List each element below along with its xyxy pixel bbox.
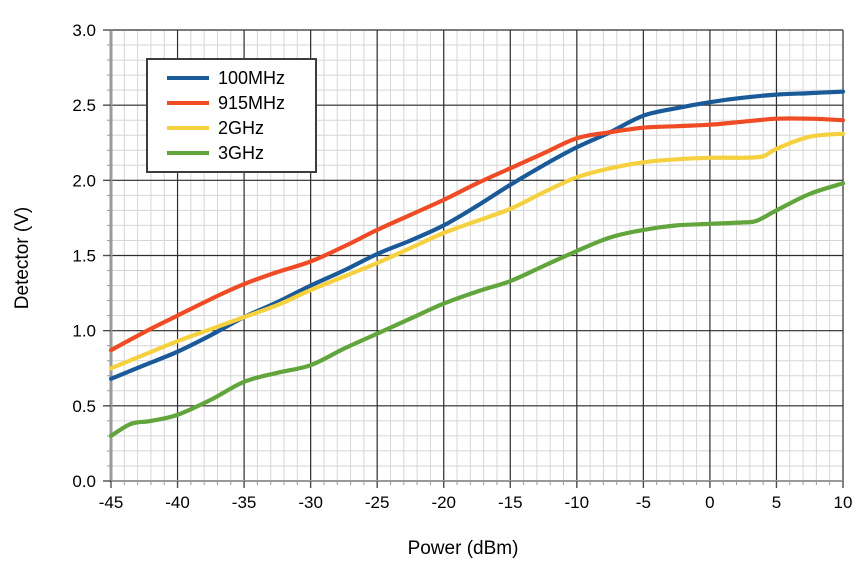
x-tick-label: -15 [498,493,523,512]
x-tick-label: -25 [365,493,390,512]
y-tick-label: 3.0 [72,21,96,40]
x-tick-label: -40 [165,493,190,512]
y-axis-title: Detector (V) [12,206,33,310]
x-axis-title: Power (dBm) [407,538,519,559]
x-tick-label: -20 [431,493,456,512]
x-tick-label: 5 [772,493,781,512]
x-tick-label: 10 [834,493,853,512]
legend-item-100MHz: 100MHz [167,69,307,87]
series-line-3GHz [108,181,846,438]
legend-swatch-100MHz [167,76,209,80]
y-tick-label: 1.0 [72,322,96,341]
x-tick-label: -10 [565,493,590,512]
legend-label: 3GHz [218,143,265,163]
x-tick-label: -35 [232,493,257,512]
x-tick-label: -30 [298,493,323,512]
legend-swatch-3GHz [167,151,209,155]
legend-label: 915MHz [218,93,286,113]
series-line-915MHz [108,116,846,353]
legend-swatch-2GHz [167,126,209,130]
y-tick-label: 0.5 [72,397,96,416]
series-line-2GHz [108,131,846,371]
x-tick-label: -45 [99,493,124,512]
y-tick-label: 2.5 [72,96,96,115]
legend-label: 2GHz [218,118,265,138]
x-tick-label: 0 [705,493,714,512]
legend-item-3GHz: 3GHz [167,144,307,162]
legend-item-2GHz: 2GHz [167,119,307,137]
y-tick-label: 1.5 [72,247,96,266]
legend-label: 100MHz [218,68,286,88]
legend-item-915MHz: 915MHz [167,94,307,112]
legend: 100MHz 915MHz 2GHz 3GHz [146,58,317,173]
legend-swatch-915MHz [167,101,209,105]
y-tick-label: 0.0 [72,472,96,491]
x-tick-label: -5 [636,493,651,512]
y-tick-label: 2.0 [72,171,96,190]
